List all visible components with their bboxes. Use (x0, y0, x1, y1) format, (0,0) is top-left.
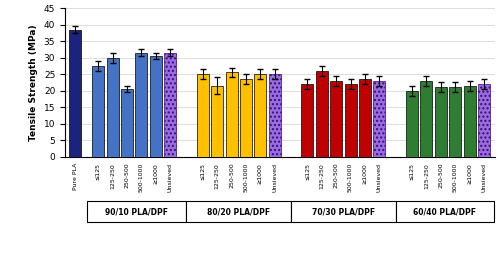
Bar (302, 84, 314, 157)
FancyBboxPatch shape (291, 201, 396, 222)
Bar (92, 66, 104, 157)
Bar (478, 84, 490, 157)
Bar (211, 86, 223, 157)
Bar (420, 81, 432, 157)
Bar (197, 74, 209, 157)
Bar (330, 81, 342, 157)
Text: 80/20 PLA/DPF: 80/20 PLA/DPF (207, 207, 270, 216)
Bar (150, 56, 162, 157)
Bar (374, 81, 386, 157)
Text: 70/30 PLA/DPF: 70/30 PLA/DPF (312, 207, 375, 216)
Bar (464, 86, 475, 157)
Text: 90/10 PLA/DPF: 90/10 PLA/DPF (105, 207, 168, 216)
Bar (344, 84, 356, 157)
Bar (106, 58, 118, 157)
Bar (406, 91, 418, 157)
FancyBboxPatch shape (86, 201, 186, 222)
Bar (164, 53, 176, 157)
Bar (359, 79, 371, 157)
Bar (435, 87, 447, 157)
Text: 60/40 PLA/DPF: 60/40 PLA/DPF (414, 207, 476, 216)
Bar (136, 53, 147, 157)
Bar (268, 74, 280, 157)
Bar (449, 87, 461, 157)
Bar (226, 72, 237, 157)
FancyBboxPatch shape (396, 201, 494, 222)
Bar (316, 71, 328, 157)
Bar (69, 29, 81, 157)
Bar (121, 89, 133, 157)
FancyBboxPatch shape (186, 201, 291, 222)
Y-axis label: Tensile Strength (MPa): Tensile Strength (MPa) (29, 24, 38, 141)
Bar (240, 79, 252, 157)
Bar (254, 74, 266, 157)
